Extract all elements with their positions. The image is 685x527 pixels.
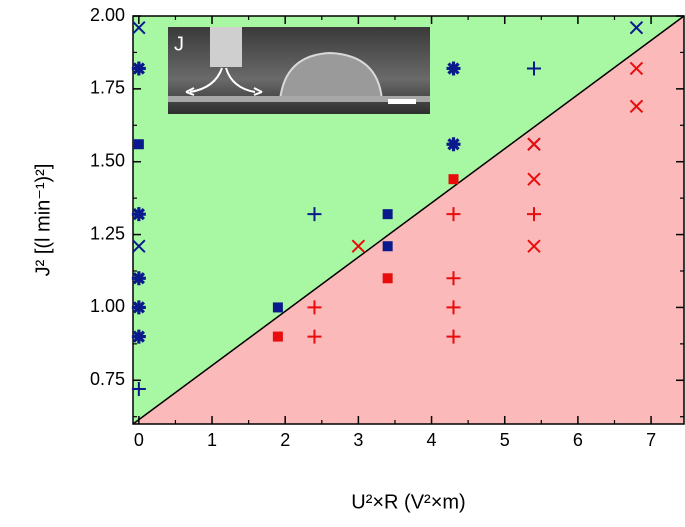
scale-bar [388,99,416,104]
arrows [185,67,263,96]
cross-marker [132,239,146,253]
y-tick-label: 1.50 [90,150,125,170]
star-marker [131,300,146,315]
star-marker [131,329,146,344]
cross-marker [351,239,366,253]
cross-marker [527,172,541,186]
x-tick-label: 0 [134,430,144,450]
x-tick-label: 1 [207,430,217,450]
y-tick-label: 1.00 [90,296,125,316]
cross-marker [132,20,146,35]
plus-marker [307,207,322,222]
plot-frame [132,15,685,425]
star-marker [131,271,146,286]
x-tick-label: 4 [427,430,437,450]
y-tick-label: 1.25 [90,223,125,243]
star-marker [131,61,146,76]
cross-marker [527,239,541,253]
square-marker [448,174,459,185]
plus-marker [307,300,322,315]
plus-marker [446,271,461,286]
y-tick-label: 2.00 [90,5,125,25]
star-marker [446,137,461,152]
nozzle [210,27,242,67]
square-marker [382,209,393,220]
inset-photo: J [168,27,430,114]
square-marker [382,241,393,252]
plus-marker [131,382,146,397]
plus-marker [307,329,322,344]
y-tick-label: 0.75 [90,369,125,389]
inset-label: J [174,33,184,55]
x-tick-label: 2 [280,430,290,450]
star-marker [446,61,461,76]
x-tick-label: 7 [646,430,656,450]
x-tick-label: 6 [573,430,583,450]
square-marker [133,139,144,150]
square-marker [272,302,283,313]
x-axis-label: U²×R (V²×m) [351,491,465,513]
x-tick-label: 3 [353,430,363,450]
plus-marker [526,207,541,222]
star-marker [131,207,146,222]
cross-marker [527,137,541,151]
plus-marker [446,329,461,344]
drop [278,51,384,101]
square-marker [272,331,283,342]
x-tick-label: 5 [500,430,510,450]
y-tick-label: 1.75 [90,78,125,98]
y-axis-label: J² [(l min⁻¹)²] [32,164,54,277]
plus-marker [446,207,461,222]
surface [168,96,430,102]
cross-marker [629,61,644,76]
square-marker [382,273,393,284]
plus-marker [526,61,541,76]
cross-marker [629,20,644,35]
boundary-line [132,15,685,425]
cross-marker [629,99,644,114]
plus-marker [446,300,461,315]
